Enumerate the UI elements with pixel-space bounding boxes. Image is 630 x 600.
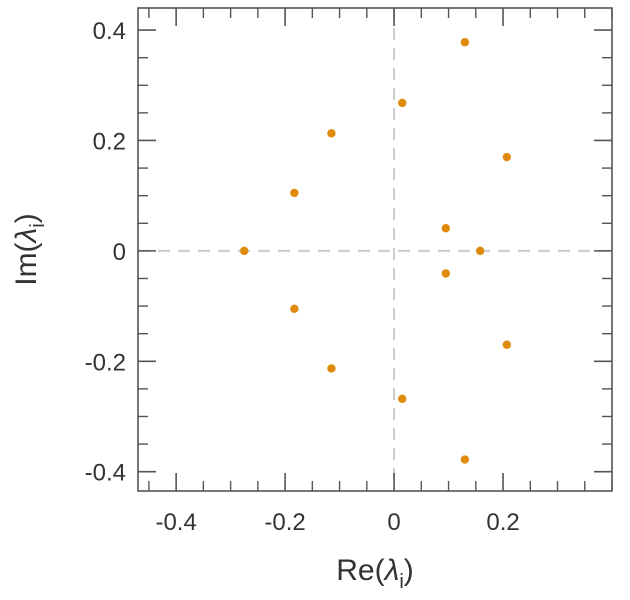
y-tick-label: 0.4 [93, 18, 126, 45]
major-ticks [138, 8, 612, 491]
plot-frame [137, 7, 613, 492]
y-tick-labels: -0.4 -0.2 0 0.2 0.4 [85, 18, 126, 487]
data-points [240, 38, 512, 464]
y-tick-label: 0 [113, 239, 126, 266]
y-tick-label: -0.4 [85, 460, 126, 487]
y-tick-label: -0.2 [85, 349, 126, 376]
x-tick-label: 0.2 [486, 509, 519, 536]
data-point [398, 394, 407, 404]
x-tick-label: 0 [387, 509, 400, 536]
data-point [441, 269, 451, 278]
data-point [290, 188, 299, 198]
zero-lines [138, 8, 612, 491]
x-axis-label-symbol: λ [383, 554, 400, 587]
data-point [460, 455, 470, 464]
y-axis-label-prefix: Im( [10, 242, 43, 285]
data-point [460, 38, 470, 47]
data-point [441, 224, 451, 233]
data-point [290, 304, 299, 314]
data-point [475, 246, 485, 256]
y-tick-label: 0.2 [93, 128, 126, 155]
y-axis-label-symbol: λ [10, 228, 43, 245]
x-axis-label-prefix: Re( [336, 554, 384, 587]
data-point [240, 246, 249, 256]
x-axis-label: Re(λi) [336, 554, 414, 593]
minor-ticks [138, 8, 613, 491]
x-tick-label: -0.4 [155, 509, 196, 536]
data-point [502, 152, 512, 162]
x-axis-label-suffix: ) [404, 554, 414, 587]
y-axis-label: Im(λi) [10, 213, 49, 286]
data-point [327, 129, 336, 138]
data-point [502, 340, 512, 349]
x-tick-label: -0.2 [264, 509, 305, 536]
y-axis-label-suffix: ) [10, 213, 43, 223]
data-point [327, 364, 336, 373]
y-axis-label-subscript: i [27, 223, 49, 227]
x-tick-labels: -0.4 -0.2 0 0.2 [155, 509, 519, 536]
x-axis-label-subscript: i [399, 571, 403, 593]
data-point [398, 98, 407, 108]
